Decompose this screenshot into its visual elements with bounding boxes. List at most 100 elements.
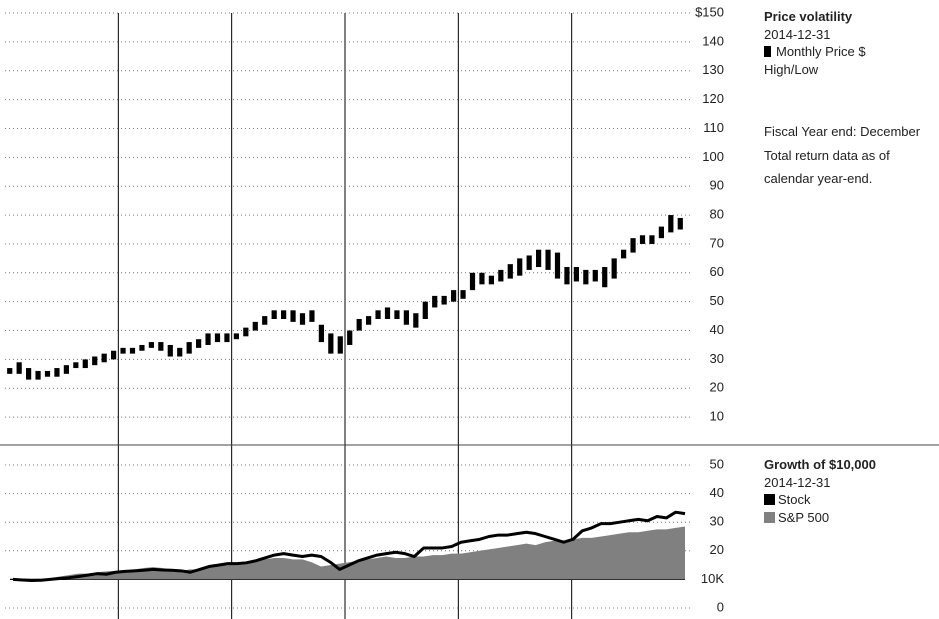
- year-lines: [117, 13, 573, 619]
- y-tick-label: 70: [710, 235, 724, 250]
- price-bar: [337, 336, 343, 354]
- legend-swatch: [764, 494, 775, 505]
- price-bar: [139, 344, 145, 351]
- note: Fiscal Year end: December: [764, 124, 921, 139]
- y-tick-label: 10K: [701, 571, 724, 586]
- price-bar: [602, 267, 608, 288]
- title: Growth of $10,000: [764, 457, 876, 472]
- y-tick-label: 20: [710, 380, 724, 395]
- date: 2014-12-31: [764, 474, 831, 490]
- price-bar: [517, 258, 523, 276]
- y-tick-label: 30: [710, 351, 724, 366]
- price-bar: [536, 249, 542, 268]
- price-bar: [82, 359, 88, 369]
- price-bar: [583, 269, 589, 285]
- y-tick-label: 140: [702, 33, 724, 48]
- price-bar: [488, 275, 494, 285]
- price-bar: [469, 272, 476, 291]
- y-tick-label: 30: [710, 514, 724, 529]
- price-bar: [177, 347, 183, 357]
- price-bar: [366, 316, 372, 325]
- price-bar: [120, 347, 126, 354]
- price-bar: [451, 290, 457, 302]
- price-bar: [252, 321, 258, 331]
- y-tick-label: 120: [702, 91, 724, 106]
- price-bar: [545, 249, 551, 270]
- price-bar: [658, 226, 664, 239]
- price-bar: [16, 362, 22, 374]
- y-tick-label: 80: [710, 207, 724, 222]
- legend-label: S&P 500: [778, 509, 830, 525]
- price-bar: [148, 342, 154, 348]
- legend-entry: Stock: [764, 491, 876, 509]
- price-bar: [35, 370, 41, 380]
- legend-entry: Monthly Price $ High/Low: [764, 43, 882, 78]
- price-bar: [403, 310, 409, 325]
- price-bar: [271, 310, 277, 319]
- price-bar: [592, 269, 598, 282]
- y-tick-label: $150: [695, 4, 724, 19]
- y-tick-label: 90: [710, 178, 724, 193]
- legend-entry: S&P 500: [764, 509, 876, 527]
- price-bar: [573, 267, 579, 282]
- price-bar: [318, 324, 324, 343]
- price-bar: [639, 235, 646, 244]
- price-bar: [356, 318, 362, 331]
- price-bar: [281, 310, 287, 319]
- price-bar: [186, 342, 192, 354]
- price-bar: [299, 313, 306, 325]
- y-tick-label: 50: [710, 293, 724, 308]
- price-bar: [73, 362, 79, 369]
- title: Price volatility: [764, 9, 853, 24]
- price-bar: [309, 310, 315, 322]
- price-bar: [649, 235, 655, 244]
- line: [12, 510, 686, 583]
- price-bar: [668, 215, 674, 233]
- price-bar: [328, 333, 334, 354]
- price-bar: [243, 327, 249, 337]
- price-bar: [564, 267, 570, 285]
- area: [13, 526, 685, 580]
- y-tick-label: 100: [702, 149, 724, 164]
- price-bar: [347, 330, 353, 345]
- price-bar: [384, 307, 391, 319]
- legend-label: Stock: [778, 492, 811, 507]
- price-bar: [554, 252, 561, 279]
- date: 2014-12-31: [764, 26, 831, 42]
- y-tick-label: 110: [703, 120, 724, 135]
- y-tick-label: 0: [717, 599, 724, 614]
- price-bar: [214, 333, 221, 343]
- price-bar: [630, 238, 636, 253]
- price-bar: [375, 310, 381, 319]
- price-bar: [111, 350, 117, 360]
- price-bar: [26, 368, 32, 380]
- price-bar: [158, 342, 164, 351]
- y-tick-label: 40: [710, 485, 724, 500]
- price-bar: [677, 217, 683, 230]
- price-bar: [611, 258, 617, 279]
- price-bar: [129, 347, 136, 354]
- y-tick-label: 130: [702, 62, 724, 77]
- note: calendar year-end.: [764, 171, 873, 186]
- y-tick-label: 50: [710, 456, 724, 471]
- price-bar: [413, 313, 419, 328]
- y-tick-label: 60: [710, 264, 724, 279]
- price-bar: [92, 356, 98, 366]
- price-bar: [54, 368, 60, 377]
- price-bar: [205, 333, 211, 345]
- bottom-legend: Growth of $10,000 2014-12-31 Stock S&P 5…: [764, 456, 876, 526]
- price-bar: [498, 269, 504, 282]
- y-tick-label: 20: [710, 542, 724, 557]
- price-bar: [63, 365, 69, 374]
- price-bar: [441, 295, 447, 305]
- price-bar: [101, 353, 107, 363]
- price-bar: [460, 290, 466, 299]
- y-tick-label: 10: [710, 409, 724, 424]
- price-bar: [479, 272, 485, 285]
- price-bar: [507, 264, 513, 279]
- legend-swatch: [764, 511, 775, 523]
- price-bar: [526, 255, 532, 270]
- price-bar: [394, 310, 400, 319]
- price-bar: [290, 310, 296, 322]
